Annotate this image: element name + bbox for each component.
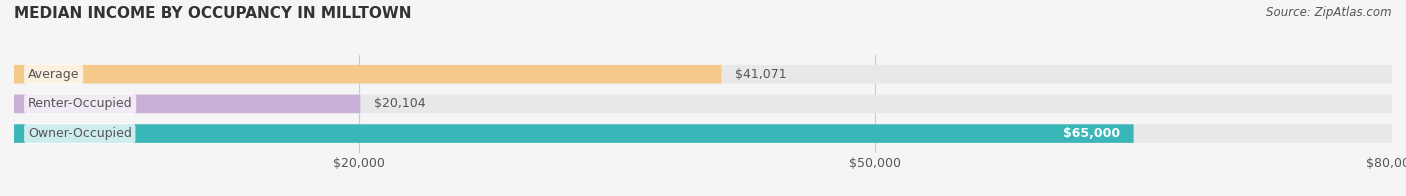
FancyBboxPatch shape — [14, 95, 1392, 113]
FancyBboxPatch shape — [14, 124, 1392, 143]
FancyBboxPatch shape — [14, 65, 1392, 83]
Text: $41,071: $41,071 — [735, 68, 787, 81]
FancyBboxPatch shape — [14, 65, 721, 83]
Text: Average: Average — [28, 68, 79, 81]
Text: Source: ZipAtlas.com: Source: ZipAtlas.com — [1267, 6, 1392, 19]
Text: MEDIAN INCOME BY OCCUPANCY IN MILLTOWN: MEDIAN INCOME BY OCCUPANCY IN MILLTOWN — [14, 6, 412, 21]
Text: Owner-Occupied: Owner-Occupied — [28, 127, 132, 140]
Text: $20,104: $20,104 — [374, 97, 426, 110]
FancyBboxPatch shape — [14, 124, 1133, 143]
Text: Renter-Occupied: Renter-Occupied — [28, 97, 132, 110]
Text: $65,000: $65,000 — [1063, 127, 1119, 140]
FancyBboxPatch shape — [14, 95, 360, 113]
